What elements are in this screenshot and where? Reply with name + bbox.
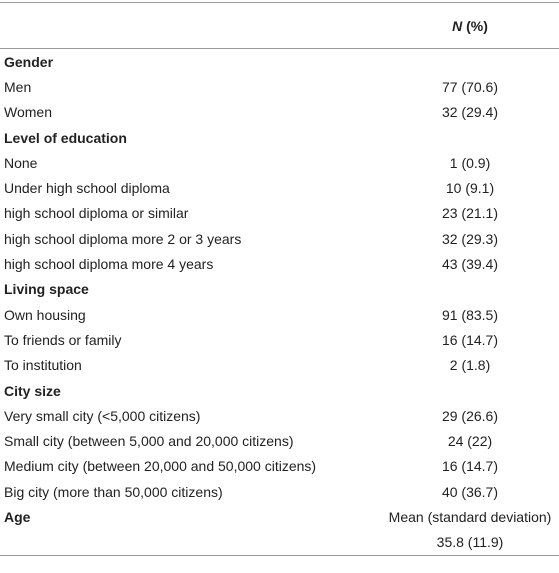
header-symbol: N <box>452 17 463 34</box>
row-value: 77 (70.6) <box>441 78 499 95</box>
row-label: high school diploma more 4 years <box>4 256 214 273</box>
row-label: high school diploma more 2 or 3 years <box>4 230 242 247</box>
row-value: 43 (39.4) <box>441 256 499 273</box>
row-label: Men <box>4 78 32 95</box>
row-label: To institution <box>4 357 82 374</box>
row-value: 32 (29.3) <box>441 230 499 247</box>
data-row: Very small city (<5,000 citizens) 29 (26.… <box>0 403 559 428</box>
section-note <box>381 277 559 302</box>
row-label: Women <box>4 104 52 121</box>
row-label: Own housing <box>4 306 86 323</box>
row-label: None <box>4 154 38 171</box>
table-body: N (%) Gender Men 77 (70.6) Women 32 (29.4) Le… <box>0 2 559 556</box>
data-row: None 1 (0.9) <box>0 150 559 175</box>
row-value: 1 (0.9) <box>449 154 491 171</box>
data-row: To institution 2 (1.8) <box>0 353 559 378</box>
row-value: 40 (36.7) <box>441 483 499 500</box>
row-value: 91 (83.5) <box>441 306 499 323</box>
row-value: 23 (21.1) <box>441 205 499 222</box>
section-title: City size <box>4 382 61 399</box>
row-label: Under high school diploma <box>4 180 170 197</box>
row-label: Very small city (<5,000 citizens) <box>4 407 201 424</box>
section-note <box>381 49 559 75</box>
data-row: Own housing 91 (83.5) <box>0 302 559 327</box>
header-cell: N (%) <box>381 2 559 49</box>
row-value: 16 (14.7) <box>441 331 499 348</box>
row-value: 2 (1.8) <box>449 357 491 374</box>
row-value: 10 (9.1) <box>445 180 495 197</box>
row-value: 29 (26.6) <box>441 407 499 424</box>
header-row: N (%) <box>0 2 559 49</box>
data-row: Small city (between 5,000 and 20,000 cit… <box>0 428 559 453</box>
row-label: To friends or family <box>4 331 122 348</box>
row-value: 24 (22) <box>447 433 493 450</box>
data-row: 35.8 (11.9) <box>0 529 559 556</box>
section-note <box>381 378 559 403</box>
data-row: high school diploma more 4 years 43 (39.4… <box>0 251 559 276</box>
data-row: Medium city (between 20,000 and 50,000 c… <box>0 454 559 479</box>
row-value: 32 (29.4) <box>441 104 499 121</box>
data-row: Men 77 (70.6) <box>0 74 559 99</box>
section-row: City size <box>0 378 559 403</box>
row-label: high school diploma or similar <box>4 205 189 222</box>
data-row: high school diploma more 2 or 3 years 32 … <box>0 226 559 251</box>
section-title: Living space <box>4 281 89 298</box>
section-title: Level of education <box>4 129 127 146</box>
section-row: Level of education <box>0 125 559 150</box>
data-row: Women 32 (29.4) <box>0 100 559 125</box>
row-label: Small city (between 5,000 and 20,000 cit… <box>4 433 294 450</box>
data-row: Under high school diploma 10 (9.1) <box>0 175 559 200</box>
row-value: 35.8 (11.9) <box>381 529 559 556</box>
section-note: Mean (standard deviation) <box>388 508 552 525</box>
data-row: high school diploma or similar 23 (21.1) <box>0 201 559 226</box>
row-label: Medium city (between 20,000 and 50,000 c… <box>4 458 317 475</box>
data-table: N (%) Gender Men 77 (70.6) Women 32 (29.4) Le… <box>0 2 559 556</box>
section-row: Age Mean (standard deviation) <box>0 504 559 529</box>
section-title: Gender <box>4 53 54 70</box>
header-unit: (%) <box>466 17 488 34</box>
row-value: 16 (14.7) <box>441 458 499 475</box>
section-row: Living space <box>0 277 559 302</box>
section-title: Age <box>4 508 31 525</box>
header-label-cell <box>0 2 381 49</box>
section-row: Gender <box>0 49 559 75</box>
row-label: Big city (more than 50,000 citizens) <box>4 483 223 500</box>
data-row: To friends or family 16 (14.7) <box>0 327 559 352</box>
section-note <box>381 125 559 150</box>
row-label <box>0 529 381 556</box>
data-row: Big city (more than 50,000 citizens) 40 (… <box>0 479 559 504</box>
